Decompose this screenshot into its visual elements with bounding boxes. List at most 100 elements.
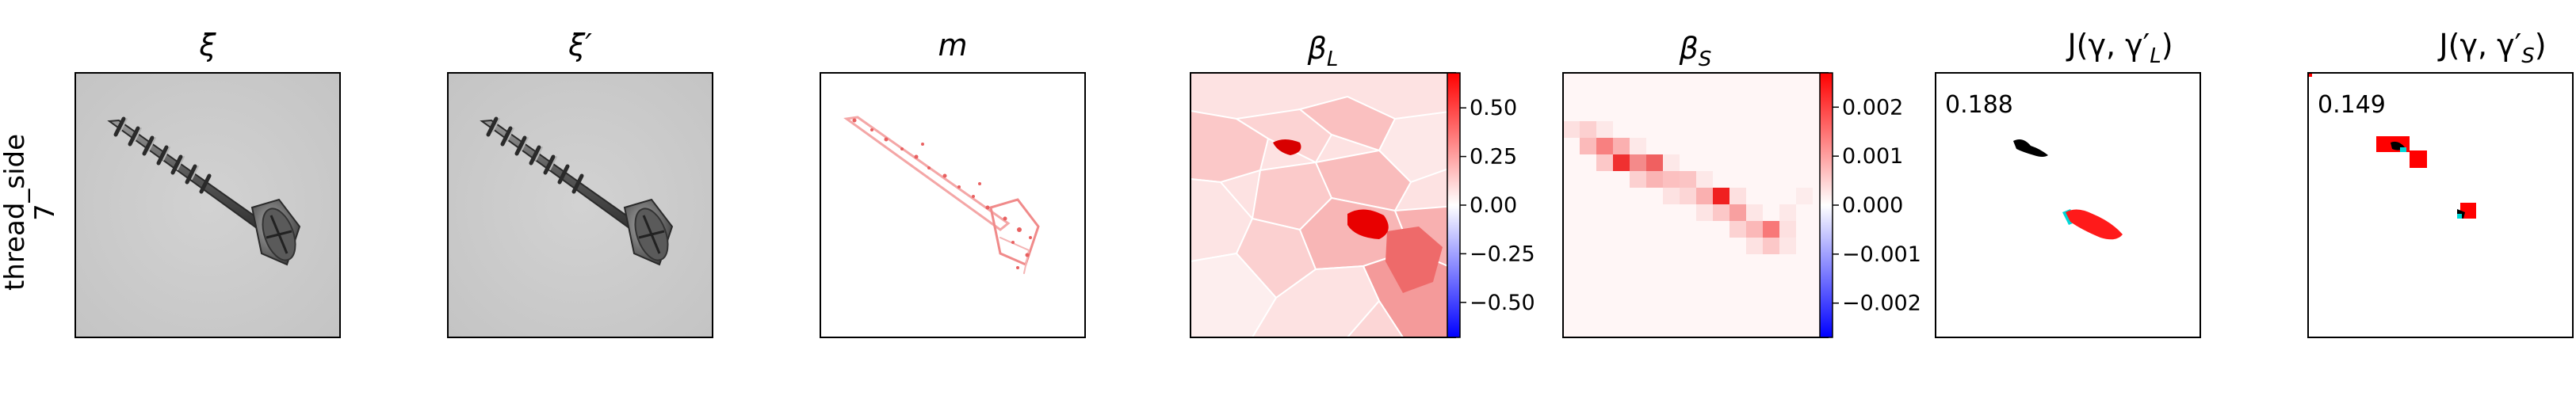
grid-cell <box>1779 204 1796 221</box>
grid-cell <box>1630 138 1646 154</box>
grid-cell <box>1763 238 1779 254</box>
predicted-mask <box>2066 209 2123 240</box>
grid-cell <box>1596 121 1613 138</box>
panel-title-m: m <box>938 28 967 63</box>
colorbar-gradient <box>1447 73 1460 337</box>
difference-outline <box>843 116 1040 274</box>
superpixel-map <box>1191 73 1455 337</box>
jaccard-s-subscript: S <box>2521 44 2535 68</box>
grid-cell <box>1663 154 1680 171</box>
panel-beta-l <box>1190 72 1456 338</box>
beta-l-symbol: β <box>1307 31 1327 66</box>
grid-cell <box>1746 221 1763 238</box>
panel-jaccard-l: 0.188 <box>1935 72 2201 338</box>
grid-cell <box>1613 154 1630 171</box>
jaccard-s-main: J(γ, γ′ <box>2437 28 2521 63</box>
beta-s-subscript: S <box>1699 48 1712 71</box>
colorbar-ticks: 0.50 0.25 0.00 −0.25 −0.50 <box>1460 96 1535 315</box>
grid-cell <box>1646 154 1663 171</box>
grid-cell <box>1630 171 1646 188</box>
jaccard-l-main: J(γ, γ′ <box>2066 28 2150 63</box>
row-label-index: 7 <box>29 204 61 221</box>
grid-cell <box>1696 171 1713 188</box>
panel-jaccard-s: 0.149 <box>2307 72 2574 338</box>
grid-cell <box>1763 221 1779 238</box>
grid-cell <box>1680 171 1696 188</box>
grid-cell <box>1680 188 1696 204</box>
screw-image <box>107 116 301 266</box>
grid-cell <box>1713 188 1729 204</box>
colorbar-tick-label: 0.000 <box>1842 193 1903 218</box>
colorbar-tick-label: 0.25 <box>1470 145 1517 169</box>
panel-title-jaccard-s: J(γ, γ′S) <box>2437 28 2546 68</box>
axes-frame <box>820 72 1086 338</box>
grid-cell <box>1796 188 1813 204</box>
panel-m <box>820 72 1086 338</box>
axes-frame <box>1935 72 2201 338</box>
mask-background <box>2308 73 2573 337</box>
row-label: thread_side 7 <box>0 134 61 291</box>
grid-cell <box>1779 238 1796 254</box>
panel-title-xi-prime: ξ′ <box>568 28 592 63</box>
grid-cell <box>1696 188 1713 204</box>
corner-mark <box>2308 73 2312 77</box>
panel-title-jaccard-l: J(γ, γ′L) <box>2066 28 2173 68</box>
jaccard-l-subscript: L <box>2150 44 2161 68</box>
beta-s-symbol: β <box>1679 31 1699 66</box>
panel-title-beta-l: βL <box>1307 31 1339 71</box>
grid-cell <box>1596 138 1613 154</box>
axes-frame <box>2307 72 2574 338</box>
difference-speckles <box>852 118 1032 269</box>
colorbar-gradient <box>1820 73 1833 337</box>
grid-cell <box>1580 121 1596 138</box>
panel-xi-prime <box>447 72 713 338</box>
grid-cell <box>1580 138 1596 154</box>
grid-cell <box>1563 121 1580 138</box>
grid-cell <box>1646 171 1663 188</box>
colorbar-ticks: 0.002 0.001 0.000 −0.001 −0.002 <box>1833 95 1921 316</box>
row-label-category: thread_side <box>0 134 31 291</box>
photo-background <box>75 73 340 337</box>
panel-xi <box>75 72 341 338</box>
ground-truth-mask <box>2391 141 2465 219</box>
colorbar-beta-s: 0.002 0.001 0.000 −0.001 −0.002 <box>1819 72 1921 338</box>
grid-cell <box>1663 171 1680 188</box>
screw-image <box>480 116 674 266</box>
panel-beta-s <box>1562 72 1829 338</box>
grid-cell <box>1729 221 1746 238</box>
grid-map <box>1563 73 1828 337</box>
grid-cell <box>1596 154 1613 171</box>
mask-background <box>1936 73 2200 337</box>
grid-cell <box>1729 188 1746 204</box>
axes-frame <box>447 72 713 338</box>
beta-l-subscript: L <box>1327 48 1339 71</box>
grid-cell <box>1746 204 1763 221</box>
jaccard-s-close: ) <box>2535 28 2547 63</box>
jaccard-s-score: 0.149 <box>2318 91 2386 119</box>
grid-cell <box>1663 188 1680 204</box>
map-background <box>820 73 1085 337</box>
grid-cell <box>1713 204 1729 221</box>
grid-cell <box>1696 204 1713 221</box>
panel-title-beta-s: βS <box>1679 31 1712 71</box>
colorbar-tick-label: 0.00 <box>1470 193 1517 218</box>
panel-title-xi: ξ <box>198 28 216 63</box>
colorbar-tick-label: 0.002 <box>1842 95 1903 120</box>
grid-cells <box>1563 121 1813 254</box>
colorbar-tick-label: −0.002 <box>1842 291 1921 316</box>
grid-cell <box>1613 138 1630 154</box>
colorbar-tick-label: −0.001 <box>1842 242 1921 267</box>
grid-cell <box>1779 221 1796 238</box>
grid-cell <box>1729 204 1746 221</box>
grid-cell <box>1746 238 1763 254</box>
grid-cell <box>1630 154 1646 171</box>
colorbar-beta-l: 0.50 0.25 0.00 −0.25 −0.50 <box>1447 72 1535 338</box>
colorbar-tick-label: −0.25 <box>1470 242 1535 266</box>
jaccard-l-close: ) <box>2161 28 2173 63</box>
jaccard-l-score: 0.188 <box>1945 91 2013 119</box>
colorbar-tick-label: −0.50 <box>1470 291 1535 315</box>
colorbar-tick-label: 0.001 <box>1842 144 1903 169</box>
colorbar-tick-label: 0.50 <box>1470 96 1517 120</box>
axes-frame <box>75 72 341 338</box>
